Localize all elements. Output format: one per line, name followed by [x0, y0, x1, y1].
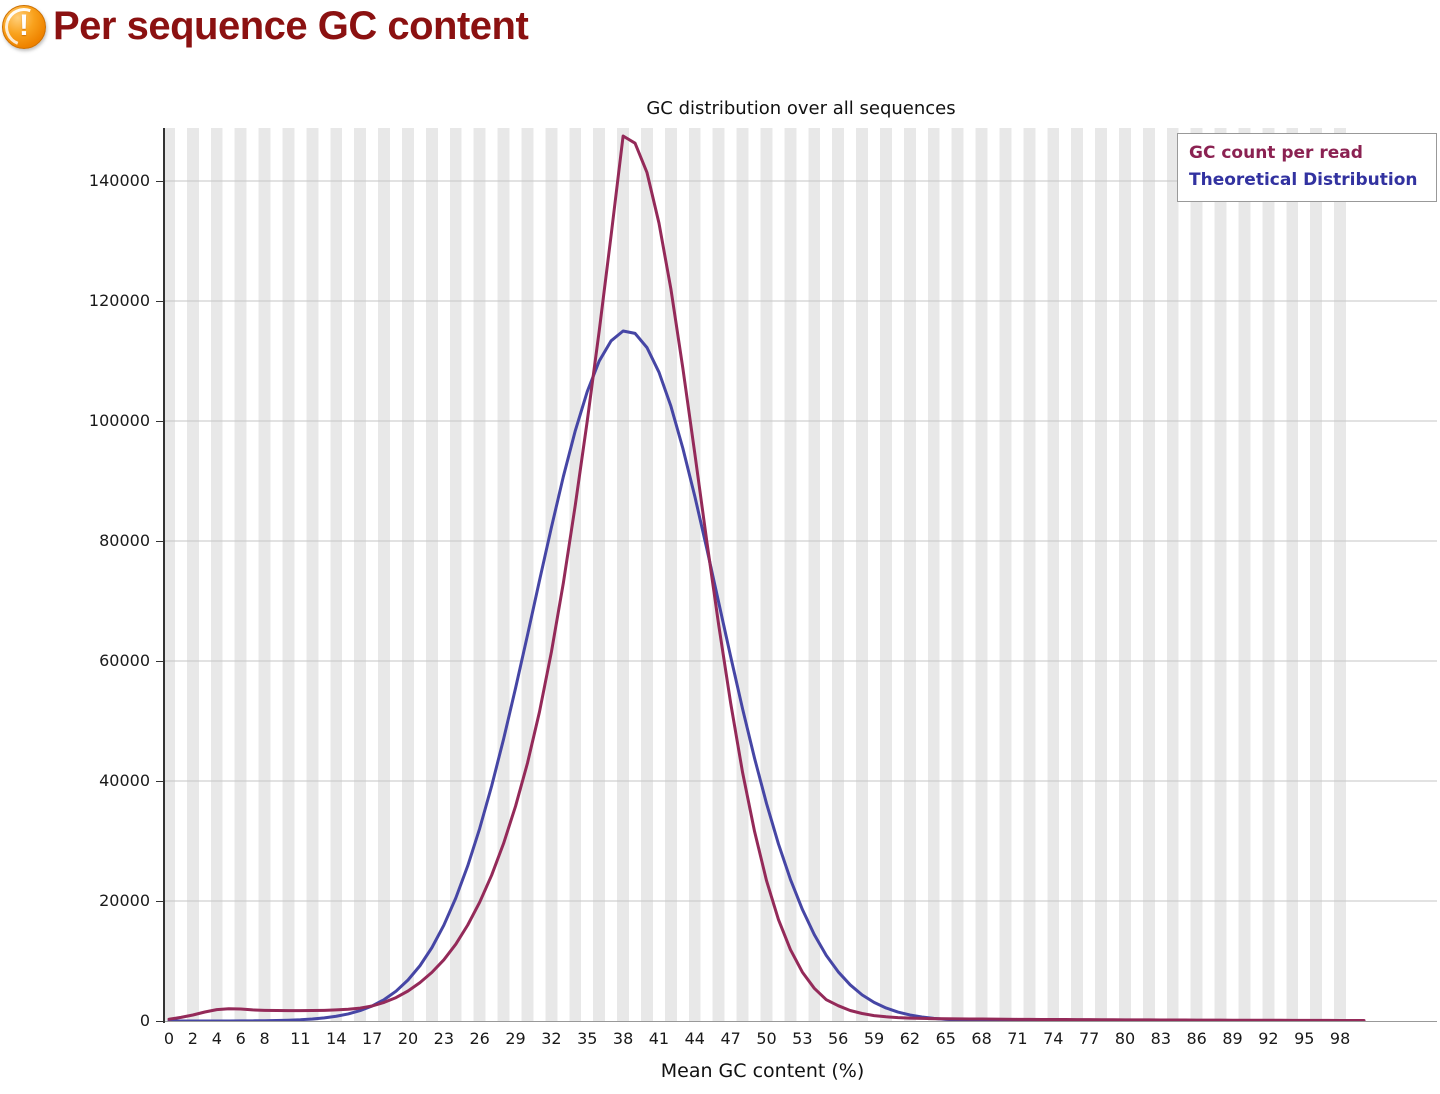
x-tick-label: 95: [1294, 1029, 1315, 1048]
x-tick-label: 89: [1222, 1029, 1243, 1048]
y-tick-label: 60000: [99, 651, 150, 670]
x-tick-label: 92: [1258, 1029, 1279, 1048]
page-title: Per sequence GC content: [53, 4, 529, 48]
y-tick: [156, 301, 165, 302]
plot-stripes: [163, 128, 1358, 1021]
x-tick-label: 29: [505, 1029, 526, 1048]
x-tick-label: 0: [163, 1029, 175, 1048]
warning-icon-glyph: !: [19, 8, 29, 42]
x-tick-label: 98: [1329, 1029, 1351, 1048]
x-tick-label: 50: [756, 1029, 777, 1048]
warning-icon: !: [2, 4, 46, 49]
series-gc-count-per-read: [167, 134, 1366, 1021]
x-tick-label: 8: [259, 1029, 270, 1048]
x-tick-label: 71: [1007, 1029, 1028, 1048]
x-tick-label: 23: [433, 1029, 455, 1048]
x-tick-label: 86: [1186, 1029, 1207, 1048]
y-tick: [156, 421, 165, 422]
y-tick: [156, 901, 165, 902]
x-tick-label: 83: [1150, 1029, 1172, 1048]
x-axis-title: Mean GC content (%): [660, 1060, 865, 1082]
x-tick-label: 74: [1043, 1029, 1064, 1048]
y-tick: [156, 541, 165, 542]
x-tick-label: 20: [397, 1029, 419, 1048]
x-tick-label: 2: [187, 1029, 198, 1048]
x-tick-label: 11: [290, 1029, 311, 1048]
plot-canvas: [165, 134, 1437, 1021]
section-header: ! Per sequence GC content: [2, 4, 529, 49]
x-tick-label: 6: [235, 1029, 246, 1048]
y-tick-label: 20000: [99, 891, 150, 910]
x-tick-label: 38: [612, 1029, 634, 1048]
x-tick-label: 35: [577, 1029, 598, 1048]
y-tick: [156, 1021, 165, 1022]
x-tick-label: 17: [361, 1029, 383, 1048]
y-tick-label: 80000: [99, 531, 150, 550]
y-tick: [156, 661, 165, 662]
x-tick-label: 53: [792, 1029, 813, 1048]
legend-item-theoretical: Theoretical Distribution: [1189, 170, 1418, 190]
x-tick-label: 32: [541, 1029, 562, 1048]
x-tick-label: 62: [899, 1029, 921, 1048]
x-tick-label: 26: [469, 1029, 490, 1048]
y-axis-line: [163, 128, 165, 1023]
y-tick: [156, 781, 165, 782]
chart-legend: GC count per read Theoretical Distributi…: [1177, 133, 1437, 202]
y-tick-label: 140000: [88, 171, 150, 190]
x-tick-label: 80: [1114, 1029, 1136, 1048]
x-axis-line: [163, 1021, 1437, 1022]
x-tick-label: 59: [863, 1029, 885, 1048]
x-tick-label: 68: [971, 1029, 992, 1048]
chart-title: GC distribution over all sequences: [646, 98, 956, 119]
y-tick-label: 40000: [99, 771, 150, 790]
x-tick-label: 4: [211, 1029, 222, 1048]
y-tick-label: 0: [139, 1011, 150, 1030]
x-tick-label: 44: [684, 1029, 705, 1048]
x-tick-label: 77: [1078, 1029, 1100, 1048]
y-tick: [156, 181, 165, 182]
x-tick-label: 65: [935, 1029, 956, 1048]
y-tick-label: 100000: [88, 411, 150, 430]
x-tick-label: 56: [828, 1029, 849, 1048]
x-tick-label: 47: [720, 1029, 741, 1048]
gc-content-chart: GC distribution over all sequences GC co…: [0, 60, 1440, 1094]
x-tick-label: 14: [326, 1029, 347, 1048]
series-theoretical-distribution: [167, 329, 1366, 1021]
legend-item-gc-count: GC count per read: [1189, 143, 1363, 163]
y-tick-label: 120000: [88, 291, 150, 310]
x-tick-label: 41: [648, 1029, 670, 1048]
